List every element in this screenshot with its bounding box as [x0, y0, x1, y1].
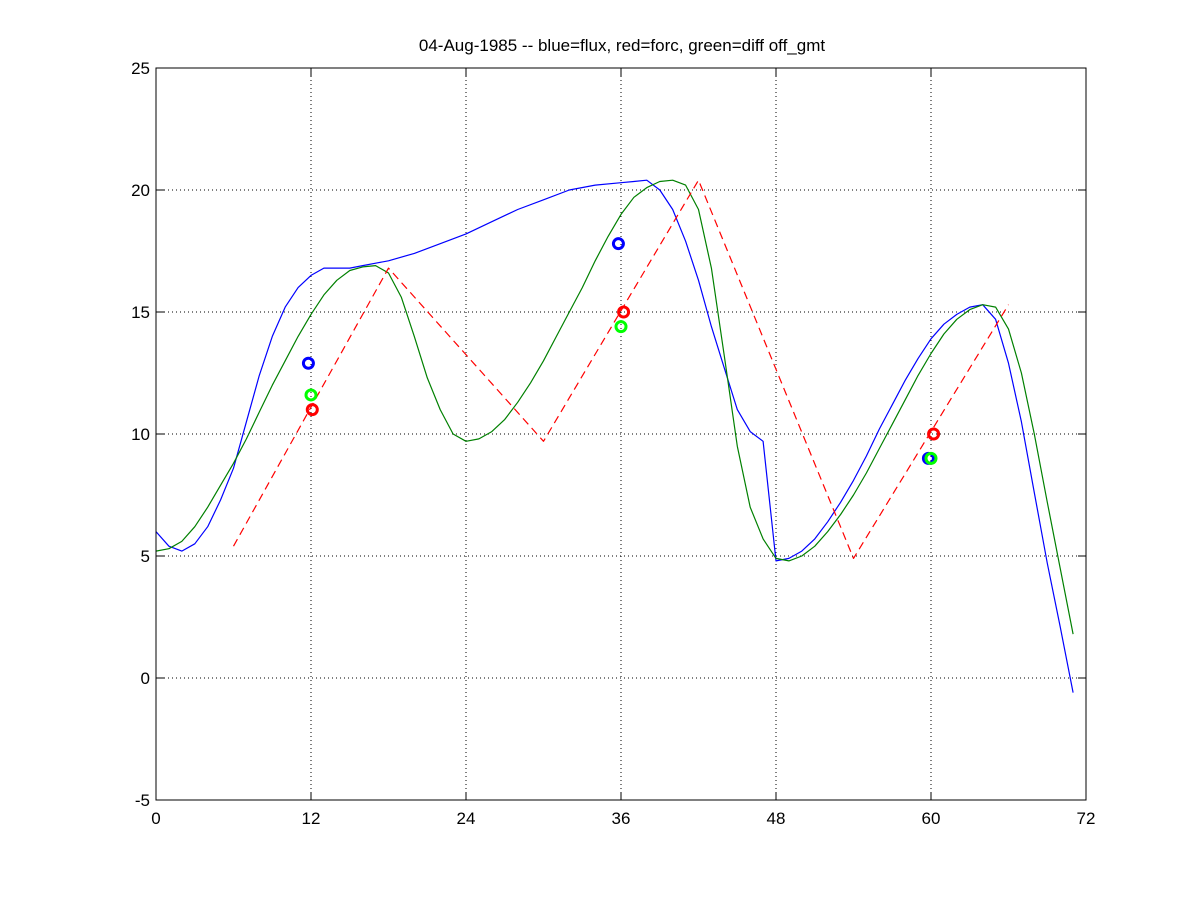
y-tick-label: -5: [135, 791, 150, 810]
y-tick-label: 25: [131, 59, 150, 78]
x-tick-label: 72: [1077, 809, 1096, 828]
x-tick-label: 60: [922, 809, 941, 828]
x-tick-label: 12: [302, 809, 321, 828]
grid-lines: [156, 68, 1086, 800]
y-tick-label: 5: [141, 547, 150, 566]
series-lines: [155, 179, 1074, 693]
lime-marker: [614, 320, 628, 334]
blue-marker: [301, 356, 315, 370]
red-series-line: [232, 179, 1010, 560]
chart-title: 04-Aug-1985 -- blue=flux, red=forc, gree…: [419, 36, 825, 55]
y-axis-tick-labels: -5 0 5 10 15 20 25: [131, 59, 150, 810]
blue-marker: [611, 237, 625, 251]
y-tick-label: 20: [131, 181, 150, 200]
red-marker: [305, 403, 319, 417]
axis-ticks: [155, 67, 1087, 801]
lime-marker: [304, 388, 318, 402]
x-tick-label: 48: [767, 809, 786, 828]
lime-marker: [924, 451, 938, 465]
y-tick-label: 0: [141, 669, 150, 688]
x-tick-label: 24: [457, 809, 476, 828]
circle-markers: [301, 237, 941, 465]
y-tick-label: 10: [131, 425, 150, 444]
y-tick-label: 15: [131, 303, 150, 322]
x-tick-label: 36: [612, 809, 631, 828]
red-marker: [927, 427, 941, 441]
x-axis-tick-labels: 0 12 24 36 48 60 72: [151, 809, 1095, 828]
blue-series-line: [155, 179, 1074, 693]
green-series-line: [155, 179, 1074, 635]
x-tick-label: 0: [151, 809, 160, 828]
red-marker: [617, 305, 631, 319]
